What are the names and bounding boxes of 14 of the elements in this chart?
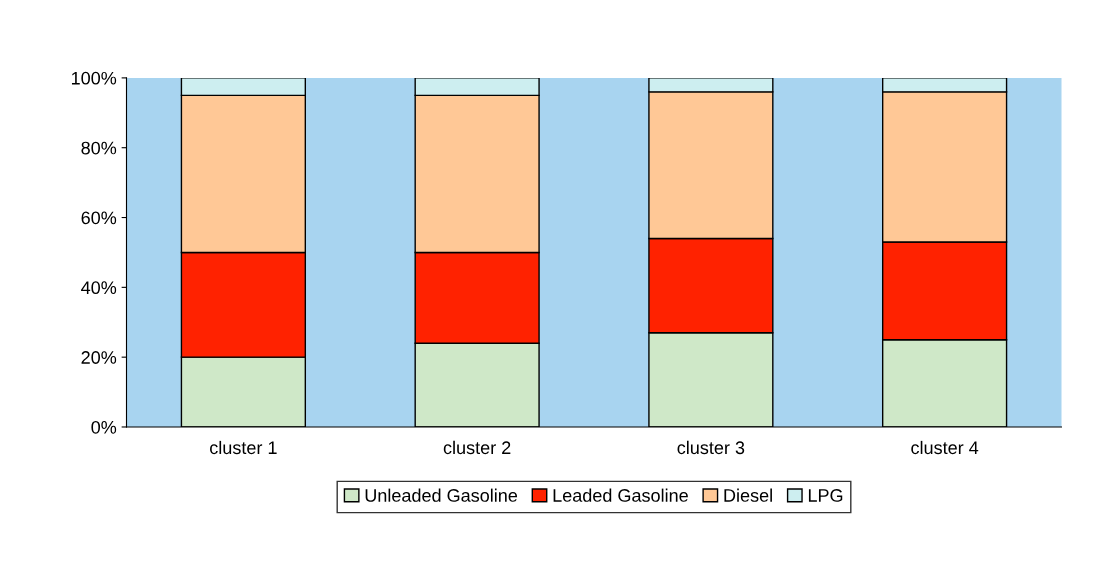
y-tick-label: 40% [81, 281, 117, 295]
y-tick-label: 100% [71, 71, 117, 85]
y-tick-label: 0% [91, 420, 117, 434]
x-tick-label: cluster 3 [677, 440, 745, 455]
y-tick-label: 80% [81, 141, 117, 155]
x-tick-label: cluster 1 [210, 440, 277, 455]
y-tick-label: 20% [81, 351, 117, 364]
x-tick-label: cluster 4 [911, 440, 979, 455]
legend-label: LPG [808, 489, 843, 502]
x-tick-label: cluster 2 [443, 440, 511, 455]
legend-label: Unleaded Gasoline [365, 488, 518, 502]
legend-label: Diesel [724, 488, 772, 502]
legend-label: Leaded Gasoline [553, 488, 688, 502]
y-tick-label: 60% [81, 211, 117, 225]
